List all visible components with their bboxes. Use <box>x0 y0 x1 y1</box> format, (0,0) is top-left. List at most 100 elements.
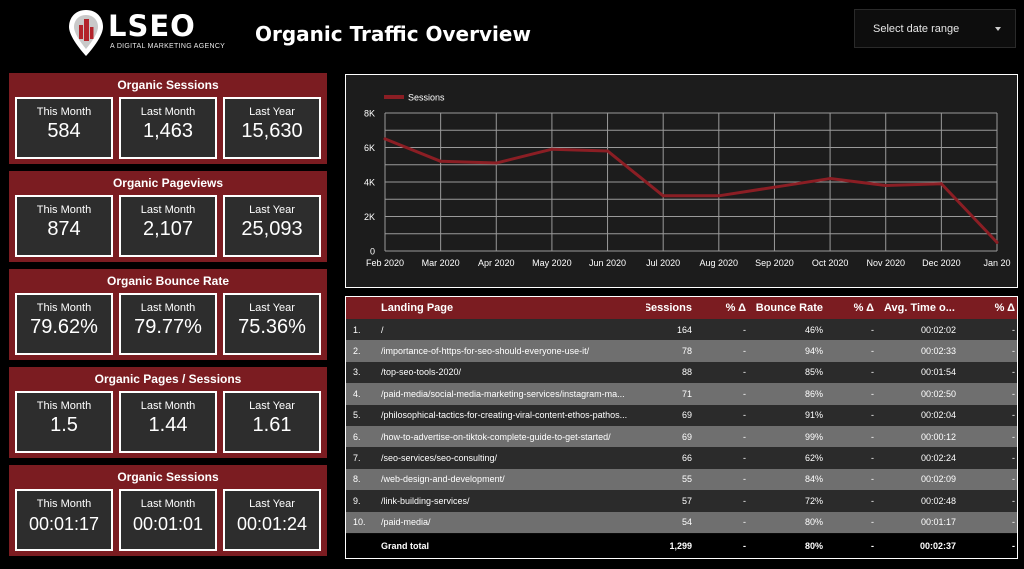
kpi-card-group: This Month 874 Last Month 2,107 Last Year 25,… <box>15 195 321 257</box>
kpi-card-value: 1.5 <box>50 414 78 436</box>
table-row[interactable]: 3. /top-seo-tools-2020/88 - 85% - 00:01:54 - <box>346 361 1017 384</box>
table-row[interactable]: 9. /link-building-services/57 - 72% - 00:02:4… <box>346 490 1017 512</box>
row-sessions-change: - <box>743 367 746 378</box>
row-sessions: 78 <box>681 346 692 357</box>
row-bounce-rate: 62% <box>804 453 823 464</box>
kpi-panel: Organic Sessions This Month 584 Last Month 1… <box>9 73 327 164</box>
sessions-data-point <box>494 161 498 165</box>
kpi-card-value: 00:01:01 <box>132 514 204 534</box>
grand-total-sessions-change: - <box>743 541 746 551</box>
kpi-card: Last Year 15,630 <box>223 97 321 159</box>
column-header-landing-page[interactable]: Landing Page <box>381 302 454 314</box>
row-avg-time: 00:01:17 <box>920 517 956 528</box>
sessions-data-point <box>772 185 776 189</box>
row-sessions-change: - <box>743 495 746 506</box>
kpi-card: Last Month 2,107 <box>119 195 217 257</box>
table-row[interactable]: 2. /importance-of-https-for-seo-should-ev… <box>346 340 1017 362</box>
kpi-card: This Month 1.5 <box>15 391 113 453</box>
kpi-panel-title: Organic Sessions <box>117 470 219 484</box>
row-number: 5. <box>353 410 361 421</box>
row-bounce-rate: 46% <box>804 324 823 335</box>
kpi-card-group: This Month 1.5 Last Month 1.44 Last Year 1.61 <box>15 391 321 453</box>
row-avg-time: 00:02:48 <box>920 495 956 506</box>
row-time-change: - <box>1012 410 1015 421</box>
table-grand-total-row: Grand total 1,299 - 80% - 00:02:37 - <box>346 534 1017 558</box>
landing-page-table: Landing Page Sessions % Δ Bounce Rate % … <box>345 296 1018 559</box>
kpi-card-label: This Month <box>36 498 92 510</box>
x-tick-label: Jun 2020 <box>589 258 626 268</box>
grand-total-label: Grand total <box>381 541 430 551</box>
row-sessions-change: - <box>743 346 746 357</box>
row-sessions: 164 <box>676 324 692 335</box>
row-bounce-rate: 72% <box>804 495 823 506</box>
row-avg-time: 00:02:09 <box>920 474 956 485</box>
row-time-change: - <box>1012 517 1015 528</box>
row-landing-page: /web-design-and-development/ <box>381 474 505 485</box>
page-title: Organic Traffic Overview <box>255 22 531 46</box>
table-row[interactable]: 5. /philosophical-tactics-for-creating-vi… <box>346 404 1017 426</box>
sessions-data-point <box>717 194 721 198</box>
row-sessions: 54 <box>681 517 692 528</box>
row-bounce-change: - <box>871 346 874 357</box>
kpi-card-value: 00:01:24 <box>236 514 308 534</box>
kpi-card-value: 1.44 <box>148 414 188 436</box>
kpi-card: Last Year 25,093 <box>223 195 321 257</box>
row-bounce-change: - <box>871 367 874 378</box>
row-number: 1. <box>353 324 361 335</box>
row-sessions: 69 <box>681 431 692 442</box>
grand-total-bounce-change: - <box>871 541 874 551</box>
y-tick-label: 6K <box>364 143 375 153</box>
row-landing-page: /link-building-services/ <box>381 495 470 506</box>
kpi-card-label: This Month <box>36 302 92 314</box>
row-number: 7. <box>353 453 361 464</box>
brand-logo: LSEO A DIGITAL MARKETING AGENCY <box>66 8 226 58</box>
row-number: 3. <box>353 367 361 378</box>
row-sessions-change: - <box>743 431 746 442</box>
sessions-data-point <box>606 149 610 153</box>
column-header-time-change[interactable]: % Δ <box>994 302 1015 314</box>
table-row[interactable]: 1. / 164 - 46% - 00:02:02 - <box>346 319 1017 341</box>
row-number: 6. <box>353 431 361 442</box>
column-header-bounce-rate[interactable]: Bounce Rate <box>756 302 823 314</box>
table-row[interactable]: 4. /paid-media/social-media-marketing-ser… <box>346 383 1017 405</box>
table-row[interactable]: 7. /seo-services/seo-consulting/66 - 62% - 00… <box>346 447 1017 469</box>
table-row[interactable]: 10. /paid-media/54 - 80% - 00:01:17 - <box>346 511 1017 533</box>
kpi-card: Last Year 75.36% <box>223 293 321 355</box>
kpi-card-group: This Month 79.62% Last Month 79.77% Last Yea… <box>15 293 321 355</box>
kpi-card-label: Last Month <box>140 204 196 216</box>
kpi-card-value: 75.36% <box>238 316 306 338</box>
x-tick-label: Jul 2020 <box>646 258 680 268</box>
column-header-avg-time[interactable]: Avg. Time o... <box>884 302 955 314</box>
kpi-card-label: This Month <box>36 204 92 216</box>
legend-label-sessions: Sessions <box>408 93 445 103</box>
row-number: 8. <box>353 474 361 485</box>
column-header-sessions[interactable]: Sessions <box>646 302 692 314</box>
kpi-panel-title: Organic Pageviews <box>112 176 224 190</box>
row-sessions-change: - <box>743 324 746 335</box>
row-landing-page: / <box>381 324 384 335</box>
kpi-panel-title: Organic Sessions <box>117 78 219 92</box>
table-row[interactable]: 6. /how-to-advertise-on-tiktok-complete-g… <box>346 426 1017 448</box>
column-header-bounce-change[interactable]: % Δ <box>853 302 874 314</box>
row-avg-time: 00:02:33 <box>920 346 956 357</box>
table-row[interactable]: 8. /web-design-and-development/55 - 84% - 00:… <box>346 468 1017 491</box>
row-landing-page: /top-seo-tools-2020/ <box>381 367 462 378</box>
logo-wordmark: LSEO <box>108 9 196 43</box>
row-bounce-change: - <box>871 453 874 464</box>
row-sessions: 88 <box>681 367 692 378</box>
kpi-card: Last Month 1,463 <box>119 97 217 159</box>
kpi-card: This Month 00:01:17 <box>15 489 113 551</box>
kpi-card: This Month 584 <box>15 97 113 159</box>
grand-total-sessions: 1,299 <box>669 541 692 551</box>
x-tick-label: Apr 2020 <box>478 258 515 268</box>
column-header-sessions-change[interactable]: % Δ <box>725 302 746 314</box>
row-number: 2. <box>353 346 361 357</box>
kpi-card-value: 584 <box>47 120 81 142</box>
row-avg-time: 00:01:54 <box>920 367 956 378</box>
grand-total-bounce-rate: 80% <box>804 541 823 551</box>
row-avg-time: 00:02:24 <box>920 453 956 464</box>
kpi-card-label: Last Year <box>249 302 295 314</box>
row-avg-time: 00:02:02 <box>920 324 956 335</box>
x-tick-label: Sep 2020 <box>755 258 794 268</box>
date-range-selector[interactable]: Select date range <box>854 9 1016 48</box>
